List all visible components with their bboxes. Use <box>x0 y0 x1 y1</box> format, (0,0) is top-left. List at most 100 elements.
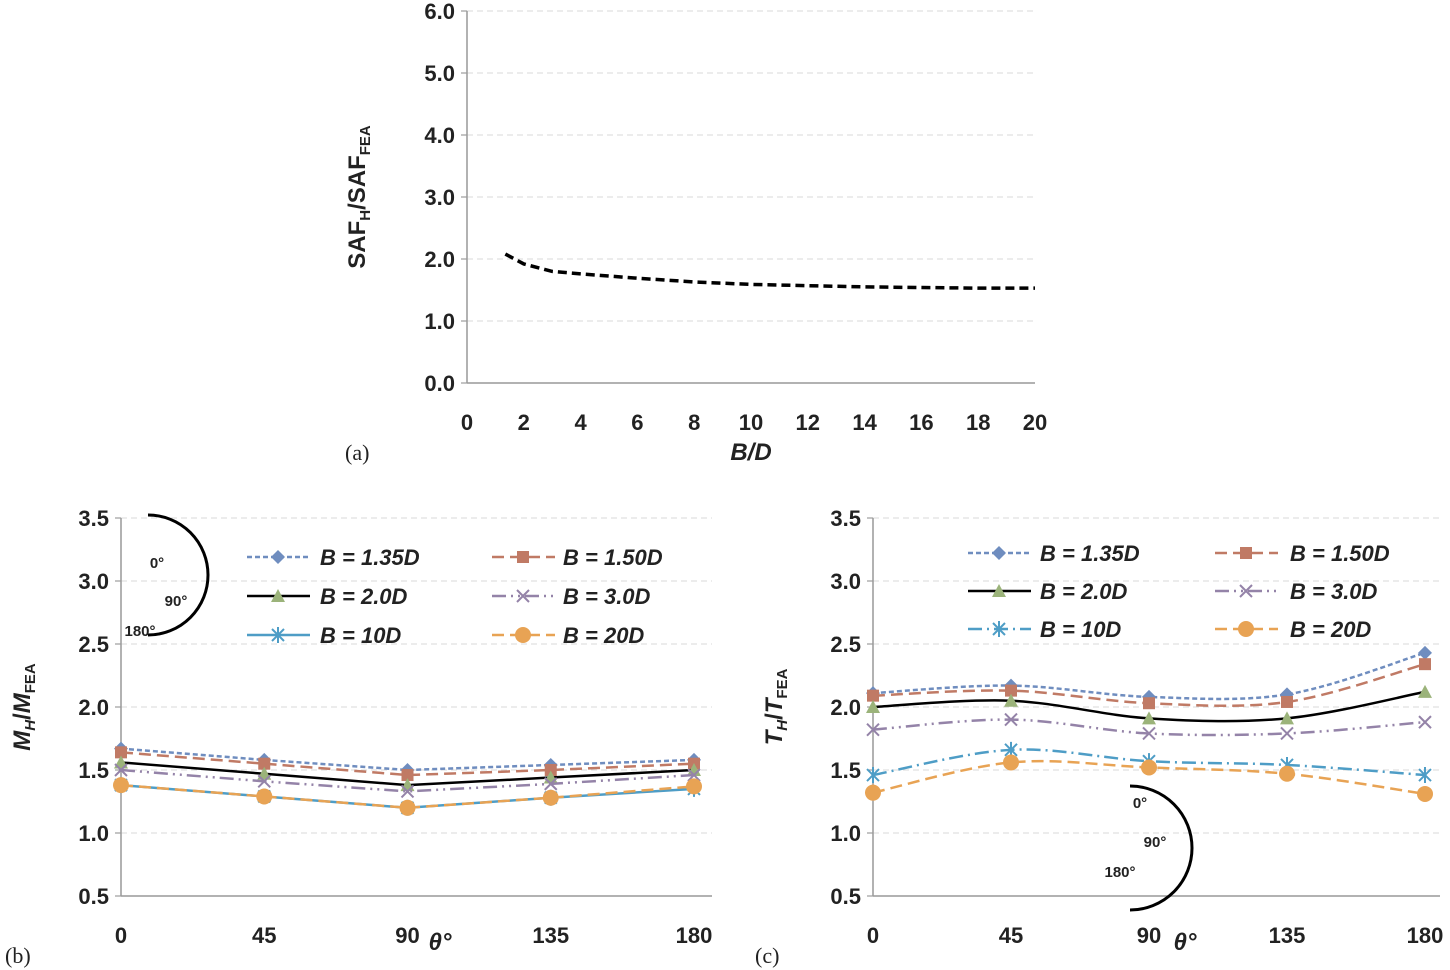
marker-x <box>257 774 271 789</box>
x-tick-label: 0 <box>867 923 879 948</box>
legend-item: B = 2.0D <box>247 584 408 609</box>
marker-x <box>1239 584 1253 598</box>
legend-label: B = 1.50D <box>1290 541 1390 566</box>
series-line <box>120 751 695 777</box>
legend-item: B = 20D <box>1215 617 1371 642</box>
series-B-20D <box>865 754 1433 802</box>
y-tick-label: 3.5 <box>78 506 109 531</box>
marker-circle <box>515 627 531 643</box>
series-line <box>504 252 1035 290</box>
marker-x <box>1142 726 1156 741</box>
y-tick-label: 2.0 <box>830 695 861 720</box>
marker-circle <box>256 788 273 805</box>
marker-circle <box>113 777 129 794</box>
marker-diamond <box>1418 645 1432 660</box>
chart-a: 0.0 1.0 2.0 3.0 4.0 5.0 6.0 0 2 4 6 8 10 12 14 16 18 20 B/… <box>344 0 1047 466</box>
y-tick-label: 0.0 <box>424 371 455 396</box>
x-tick-label: 12 <box>796 410 820 435</box>
marker-circle <box>1417 785 1433 802</box>
y-tick-label: 3.0 <box>78 569 109 594</box>
x-tick-label: 90 <box>395 923 419 948</box>
series-B-1.35D <box>866 645 1432 704</box>
y-axis-label-part: H <box>774 719 791 731</box>
legend-item: B = 1.35D <box>247 545 420 570</box>
y-axis-label: SAFH/SAFFEA <box>344 125 374 269</box>
legend-label: B = 2.0D <box>1040 579 1128 604</box>
y-tick-label: 3.0 <box>830 569 861 594</box>
y-tick-label: 1.0 <box>424 309 455 334</box>
legend-item: B = 1.50D <box>1215 541 1390 566</box>
marker-circle <box>865 784 881 801</box>
legend-label: B = 1.35D <box>320 545 420 570</box>
angle-label: 90° <box>165 593 188 610</box>
marker-square <box>1281 695 1293 708</box>
y-tick-label: 5.0 <box>424 61 455 86</box>
marker-circle <box>1141 759 1157 776</box>
x-axis-label: B/D <box>730 439 771 466</box>
marker-square <box>1419 658 1431 671</box>
marker-x <box>544 777 558 791</box>
x-tick-label: 180 <box>676 923 713 948</box>
y-axis-label-part: H <box>22 719 39 731</box>
y-tick-label: 2.0 <box>78 695 109 720</box>
y-axis-label-part: M <box>9 730 36 751</box>
x-tick-label: 4 <box>574 410 587 435</box>
y-tick-label: 1.0 <box>78 821 109 846</box>
angle-arc-icon <box>147 513 210 637</box>
marker-triangle <box>1004 693 1018 707</box>
y-tick-label: 1.0 <box>830 821 861 846</box>
y-axis-label-part: / <box>761 713 788 720</box>
x-tick-label: 10 <box>739 410 763 435</box>
x-tick-label: 45 <box>999 923 1023 948</box>
x-tick-label: 2 <box>518 410 530 435</box>
marker-circle <box>399 799 416 816</box>
series-line <box>120 783 695 810</box>
legend-item: B = 3.0D <box>492 584 651 609</box>
legend-label: B = 3.0D <box>1290 579 1378 604</box>
x-tick-label: 16 <box>909 410 933 435</box>
marker-square <box>544 764 557 776</box>
marker-triangle <box>1418 684 1432 698</box>
y-tick-label: 3.0 <box>424 185 455 210</box>
y-tick-label: 1.5 <box>830 758 861 783</box>
legend-label: B = 20D <box>563 623 644 648</box>
marker-square <box>1005 684 1017 697</box>
y-axis-label-part: / <box>9 713 36 720</box>
marker-triangle <box>866 700 880 713</box>
marker-square <box>867 689 879 702</box>
y-tick-label: 1.5 <box>78 758 109 783</box>
marker-asterisk <box>1418 767 1432 784</box>
legend-item: B = 10D <box>247 623 401 648</box>
y-tick-label: 2.0 <box>424 247 455 272</box>
angle-label: 90° <box>1144 834 1167 851</box>
marker-asterisk <box>866 767 880 784</box>
x-tick-label: 18 <box>966 410 990 435</box>
legend-label: B = 20D <box>1290 617 1371 642</box>
y-tick-label: 6.0 <box>424 0 455 24</box>
marker-circle <box>1238 621 1254 637</box>
legend-item: B = 20D <box>492 623 644 648</box>
marker-circle <box>1003 754 1019 771</box>
angle-label: 180° <box>124 623 155 640</box>
x-axis-label: θ° <box>1174 929 1197 956</box>
y-tick-label: 0.5 <box>78 884 109 909</box>
marker-x <box>1418 715 1432 729</box>
y-axis-label-part: T <box>761 696 788 713</box>
marker-triangle <box>271 589 285 602</box>
marker-square <box>401 769 414 782</box>
angle-label: 0° <box>1133 795 1147 812</box>
legend-item: B = 2.0D <box>968 579 1128 604</box>
x-tick-label: 180 <box>1407 923 1444 948</box>
marker-square <box>1240 547 1252 559</box>
marker-x <box>1004 712 1018 727</box>
y-tick-label: 3.5 <box>830 506 861 531</box>
y-axis-label-part: FEA <box>774 668 791 698</box>
marker-triangle <box>1142 711 1156 725</box>
x-tick-label: 8 <box>688 410 700 435</box>
y-axis-label-part: FEA <box>22 663 39 693</box>
x-tick-label: 90 <box>1137 923 1161 948</box>
marker-diamond <box>992 546 1006 560</box>
series-B-2.0D <box>866 684 1432 725</box>
x-tick-label: 45 <box>252 923 276 948</box>
